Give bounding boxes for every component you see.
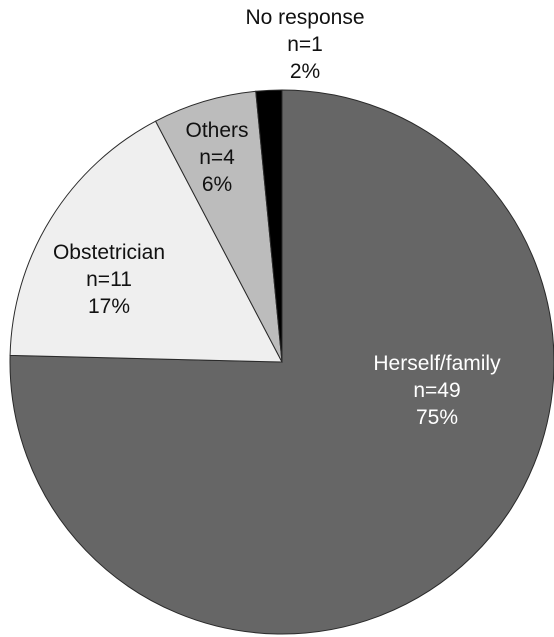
pie-slice-obstetrician (9, 120, 283, 363)
slice-label-others-name: Others (185, 119, 248, 142)
slice-label-obstetrician-count: n=11 (86, 268, 132, 291)
slice-label-obstetrician-percent: 17% (88, 295, 130, 318)
pie-slice-no-response (255, 89, 283, 363)
slice-label-others-percent: 6% (202, 173, 232, 196)
slice-label-no-response-name: No response (245, 6, 364, 29)
slice-label-obstetrician-name: Obstetrician (53, 241, 165, 264)
slice-label-herself-family-count: n=49 (413, 379, 460, 402)
pie-labels: Herself/family n=49 75% Obstetrician n=1… (53, 6, 501, 429)
slice-label-no-response-percent: 2% (290, 60, 320, 83)
slice-label-herself-family-name: Herself/family (373, 352, 501, 375)
slice-label-herself-family-percent: 75% (416, 406, 458, 429)
slice-label-no-response-count: n=1 (287, 33, 323, 56)
pie-slices (9, 89, 554, 635)
slice-label-others-count: n=4 (199, 146, 235, 169)
